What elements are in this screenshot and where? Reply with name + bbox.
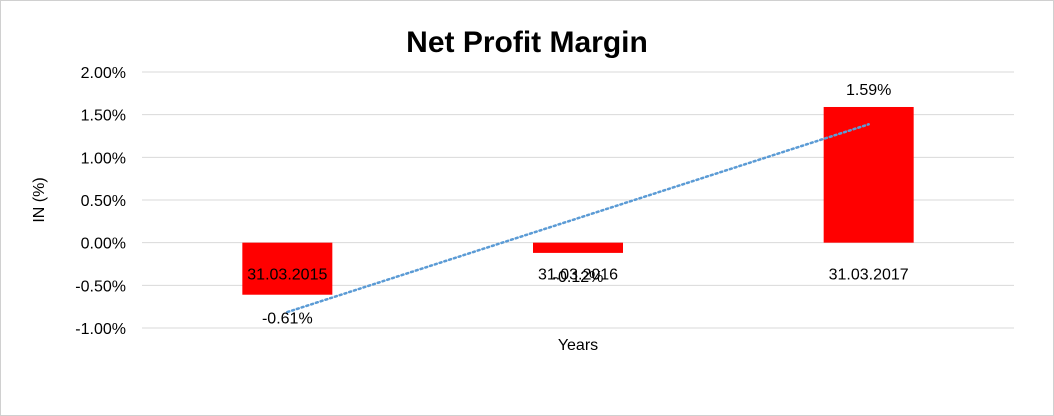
x-category-label: 31.03.2016 [538,267,618,284]
trendline-layer [286,123,870,314]
x-category-label: 31.03.2017 [829,267,909,284]
bar [242,242,333,295]
data-label: -0.12% [553,269,604,286]
data-label: 1.59% [846,82,891,99]
data-label: -0.61% [262,311,313,328]
data-labels: -0.61% -0.12% 1.59% [262,82,891,328]
y-axis-title: IN (%) [31,177,48,222]
category-labels: 31.03.2015 31.03.2016 31.03.2017 [247,267,909,284]
y-tick-label: 2.00% [81,65,126,82]
bar [823,106,914,243]
bar [533,242,623,253]
bars [242,106,914,295]
trendline [286,123,870,314]
y-tick-label: 1.50% [81,108,126,125]
y-tick-labels: 2.00% 1.50% 1.00% 0.50% 0.00% -0.50% -1.00% [75,65,126,338]
x-axis-title: Years [558,337,598,354]
chart-title: Net Profit Margin [406,26,648,59]
y-tick-label: 1.00% [81,150,126,167]
y-tick-label: 0.50% [81,193,126,210]
y-tick-label: 0.00% [81,236,126,253]
y-tick-label: -0.50% [75,278,126,295]
y-tick-label: -1.00% [75,321,126,338]
x-category-label: 31.03.2015 [247,267,327,284]
